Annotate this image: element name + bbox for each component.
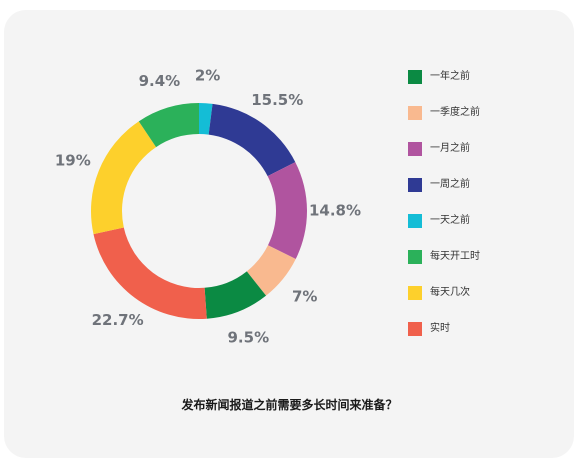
legend-label: 一月之前 <box>430 143 470 154</box>
slice-1 <box>204 271 267 319</box>
slice-2 <box>246 245 296 296</box>
slice-label-8: 22.7% <box>92 311 144 329</box>
slice-4 <box>208 103 296 177</box>
chart-title: 发布新闻报道之前需要多长时间来准备？ <box>181 398 398 412</box>
slice-6 <box>138 103 199 148</box>
legend-swatch <box>408 250 422 264</box>
slice-label-6: 9.4% <box>139 72 181 90</box>
slice-label-4: 15.5% <box>251 91 303 109</box>
legend-label: 每天开工时 <box>430 251 480 262</box>
legend-swatch <box>408 178 422 192</box>
slice-label-7: 19% <box>55 151 91 169</box>
slice-7 <box>91 121 157 235</box>
legend-swatch <box>408 214 422 228</box>
slice-label-1: 9.5% <box>228 329 270 347</box>
legend-label: 实时 <box>430 323 450 334</box>
legend-label: 一年之前 <box>430 71 470 82</box>
legend-swatch <box>408 142 422 156</box>
legend-swatch <box>408 70 422 84</box>
slice-8 <box>93 227 207 320</box>
slice-label-3: 14.8% <box>309 201 361 219</box>
legend-swatch <box>408 322 422 336</box>
slice-3 <box>267 162 308 260</box>
legend-swatch <box>408 106 422 120</box>
legend-label: 一天之前 <box>430 215 470 226</box>
slice-label-2: 7% <box>292 288 317 306</box>
slice-label-5: 2% <box>195 66 220 84</box>
legend-label: 一季度之前 <box>430 107 480 118</box>
legend-label: 每天几次 <box>430 287 470 298</box>
slice-5 <box>199 103 213 135</box>
legend-label: 一周之前 <box>430 179 470 190</box>
legend-swatch <box>408 286 422 300</box>
